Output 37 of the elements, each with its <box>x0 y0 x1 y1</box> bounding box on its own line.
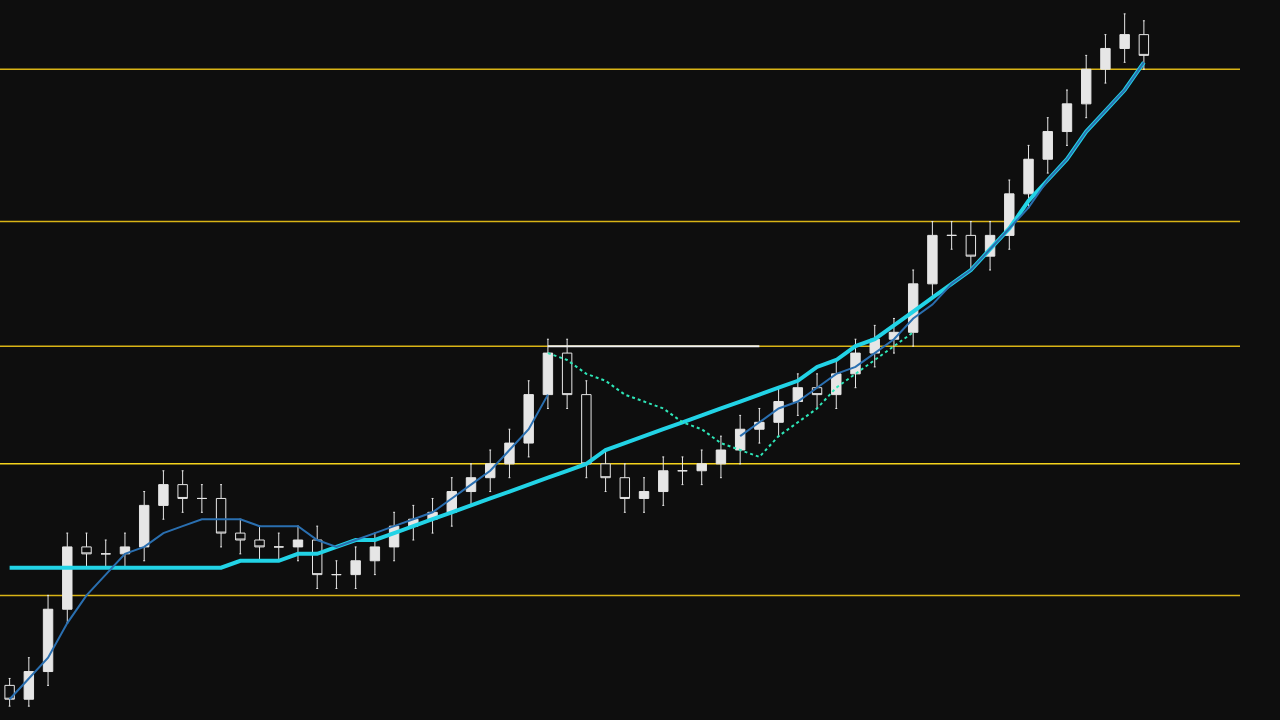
candlestick <box>600 449 611 493</box>
candlestick <box>331 560 342 589</box>
candlestick <box>677 456 688 486</box>
candlestick <box>658 456 669 506</box>
candlestick <box>215 484 227 548</box>
candlestick <box>235 518 246 555</box>
candlestick <box>292 525 304 562</box>
candlestick <box>1138 20 1150 70</box>
candlestick <box>1061 89 1073 146</box>
candlestick <box>196 484 208 513</box>
candlestick <box>138 491 150 562</box>
candlestick <box>350 546 361 589</box>
candlestick <box>581 380 592 479</box>
candlestick <box>1042 117 1053 174</box>
candlestick <box>273 532 284 562</box>
candlestick <box>734 414 746 465</box>
candlestick <box>81 532 92 569</box>
candlestick <box>792 373 804 416</box>
candlestick <box>1080 54 1092 119</box>
candlestick <box>1119 13 1130 63</box>
candlestick <box>254 525 265 562</box>
candlestick <box>696 449 707 486</box>
candlestick <box>523 380 534 458</box>
candlestick <box>773 387 784 437</box>
candlestick <box>619 463 631 513</box>
candlestick <box>946 221 957 250</box>
candlestick <box>1023 144 1034 209</box>
candlestick <box>715 435 727 479</box>
candlestick <box>638 477 650 513</box>
candlestick <box>42 594 54 686</box>
candlestick <box>4 677 15 707</box>
candlestick <box>158 470 169 520</box>
candlestick <box>177 470 188 513</box>
candlestick <box>100 539 111 569</box>
candlestick <box>1100 34 1111 84</box>
candlestick <box>62 532 73 624</box>
candlestick <box>369 532 381 576</box>
